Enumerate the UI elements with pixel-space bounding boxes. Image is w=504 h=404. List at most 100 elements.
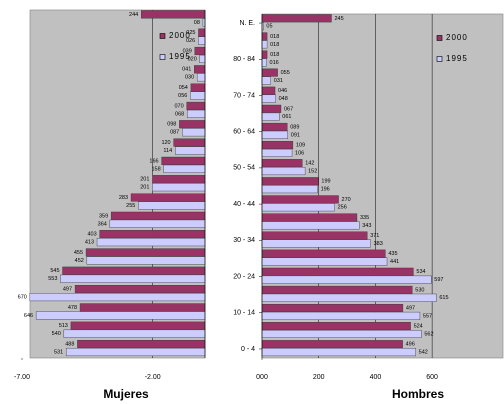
bar [261,177,319,186]
x-tick-label: 200 [313,374,325,381]
legend-swatch [436,35,443,41]
value-label: 158 [152,166,161,172]
value-label: 142 [305,161,314,167]
value-label: 152 [308,169,317,175]
bar [261,239,371,248]
y-tick-label: N. E. [239,20,255,27]
bar [74,285,206,294]
value-label: 542 [419,350,428,356]
bar [152,183,206,192]
bar [194,46,206,56]
value-label: 553 [48,276,57,282]
x-tick-label: -7.00 [14,374,30,381]
bar [261,50,268,59]
bar [86,256,206,265]
bar [35,311,206,320]
value-label: 025 [186,30,195,36]
value-label: 513 [59,323,68,329]
bar [141,10,206,19]
bar [261,329,422,338]
bar [198,28,206,37]
bar [261,94,276,103]
bar [138,201,206,210]
legend-label: 1995 [446,54,468,63]
bar [110,211,206,220]
value-label: 496 [406,342,415,348]
value-label: 106 [295,150,304,156]
value-label: 270 [342,197,351,203]
bar [261,348,416,357]
bar [261,275,432,284]
legend-label: 2000 [446,33,468,42]
bar [62,266,206,275]
bar [163,164,206,173]
bar [261,340,403,349]
x-tick-label: 400 [370,374,382,381]
value-label: 098 [167,122,176,128]
panel-title: Hombres [392,387,444,401]
bar [261,311,421,320]
value-label: 201 [140,185,149,191]
bar [261,104,282,113]
bar [173,138,206,147]
value-label: 091 [291,132,300,138]
value-label: 201 [140,177,149,183]
value-label: 403 [87,232,96,238]
bar [261,68,278,77]
value-label: 087 [170,130,179,136]
value-label: 166 [149,158,158,164]
bar [130,193,206,202]
value-label: 120 [161,140,170,146]
legend-label: 2000 [169,31,191,40]
value-label: 545 [50,268,59,274]
x-tick-label: -2.00 [145,374,161,381]
bar [261,322,411,331]
value-label: 283 [119,195,128,201]
value-label: 646 [24,313,33,319]
value-label: 08 [194,20,200,26]
value-label: 597 [434,277,443,283]
value-label: 114 [163,148,172,154]
bar [261,14,332,23]
value-label: 046 [278,88,287,94]
legend-label: 1995 [169,52,191,61]
value-label: 067 [284,106,293,112]
bar [261,203,335,212]
value-label: 041 [182,67,191,73]
bar [179,120,206,129]
x-tick-label: 000 [256,374,268,381]
bar [70,321,206,330]
bar [85,248,206,257]
value-label: 048 [279,96,288,102]
bar [161,156,206,165]
value-label: 335 [360,215,369,221]
value-label: 05 [266,24,272,30]
bar [261,141,294,150]
value-label: 497 [63,287,72,293]
value-label: 031 [274,78,283,84]
value-label: 256 [338,205,347,211]
bar [190,91,206,100]
y-tick-label: 40 - 44 [233,201,255,208]
x-tick-label: 600 [426,374,438,381]
value-label: 196 [321,187,330,193]
bar [261,130,289,139]
value-label: 488 [65,341,74,347]
bar [65,347,206,357]
bar [194,65,206,74]
bar [29,293,206,302]
legend-swatch [436,56,443,62]
bar [261,167,306,176]
bar [261,76,271,85]
value-label: 343 [362,223,371,229]
bar [261,159,303,168]
bar [261,185,318,194]
value-label: 540 [52,331,61,337]
y-tick-label: 80 - 84 [233,56,255,63]
y-tick-label: 20 - 24 [233,273,255,280]
y-tick-label: 0 - 4 [241,346,255,353]
bar [174,146,206,155]
legend-swatch [159,33,166,39]
bar [261,195,339,204]
